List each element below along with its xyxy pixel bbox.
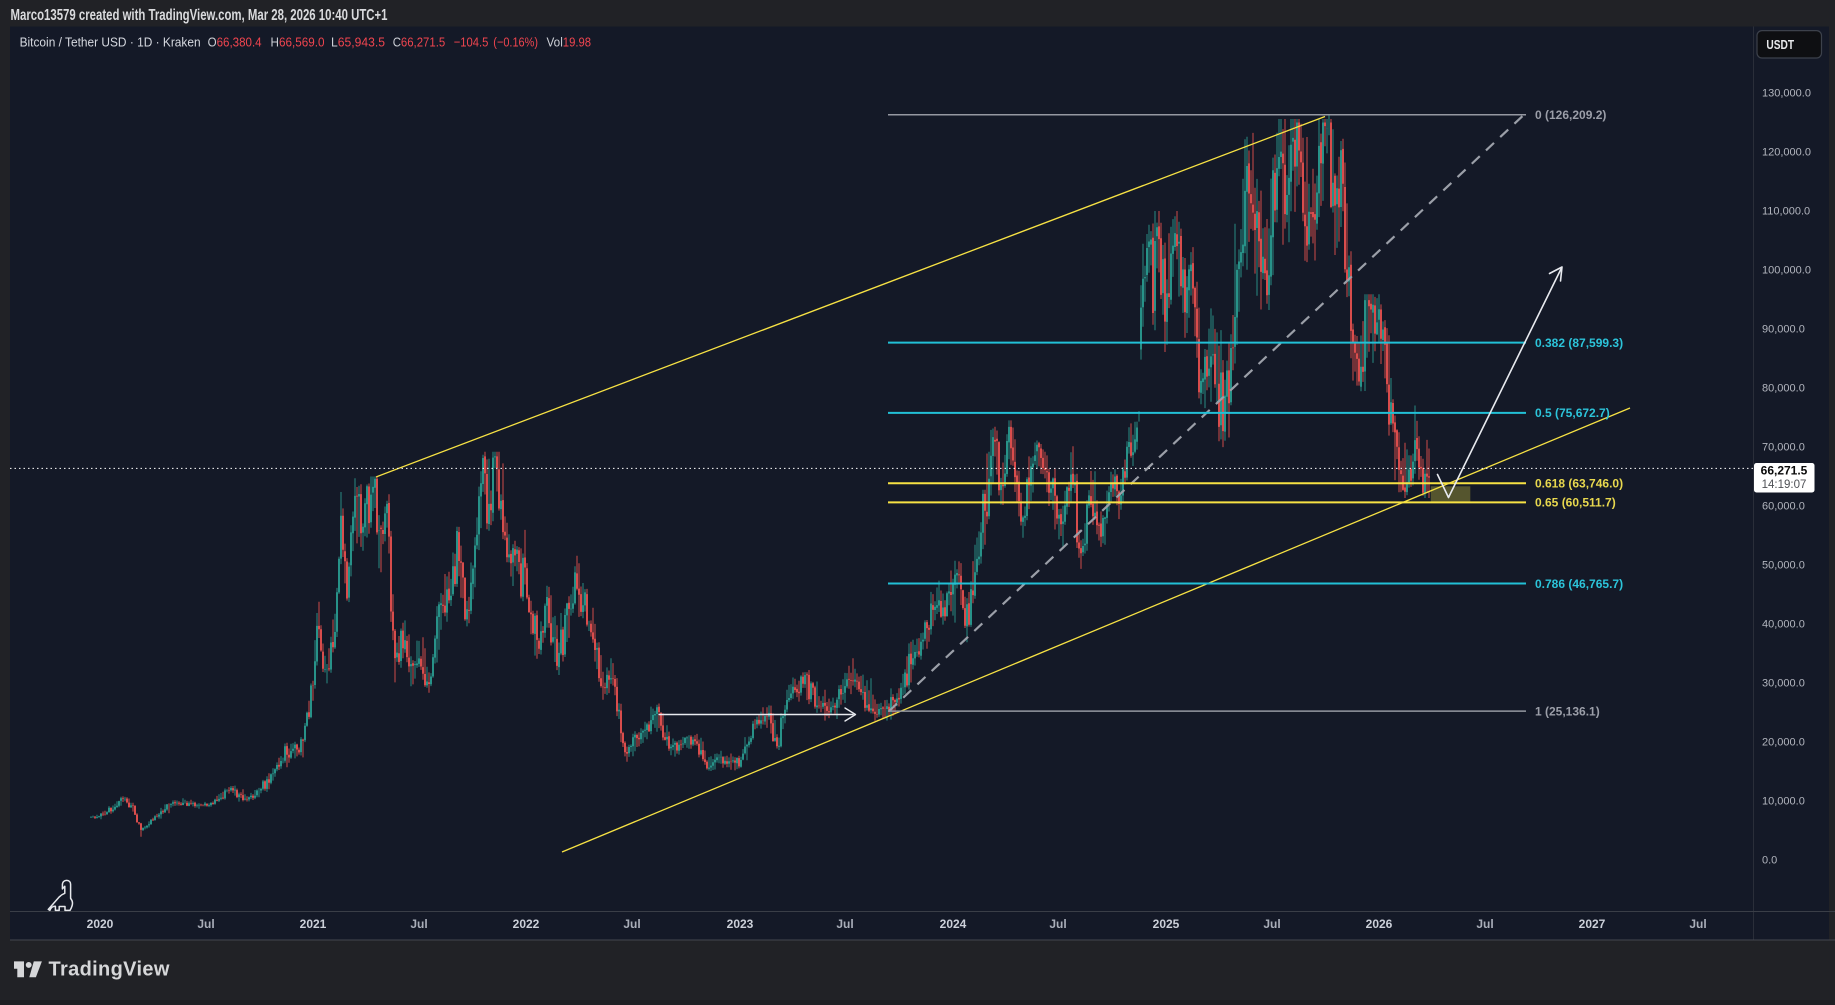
svg-text:2020: 2020 bbox=[87, 917, 114, 931]
svg-text:TradingView: TradingView bbox=[49, 959, 170, 981]
svg-text:2022: 2022 bbox=[513, 917, 540, 931]
svg-text:66,271.5: 66,271.5 bbox=[1761, 464, 1808, 478]
svg-text:19.98: 19.98 bbox=[563, 34, 591, 49]
svg-text:Jul: Jul bbox=[1049, 917, 1066, 931]
svg-text:14:19:07: 14:19:07 bbox=[1762, 479, 1807, 491]
svg-text:0.65 (60,511.7): 0.65 (60,511.7) bbox=[1535, 496, 1616, 510]
svg-text:Vol: Vol bbox=[547, 34, 563, 49]
svg-text:Jul: Jul bbox=[836, 917, 853, 931]
svg-text:Marco13579 created with Tradin: Marco13579 created with TradingView.com,… bbox=[11, 7, 388, 24]
svg-text:Jul: Jul bbox=[1476, 917, 1493, 931]
svg-text:100,000.0: 100,000.0 bbox=[1762, 264, 1811, 276]
svg-text:40,000.0: 40,000.0 bbox=[1762, 618, 1805, 630]
svg-text:110,000.0: 110,000.0 bbox=[1762, 205, 1810, 217]
svg-text:L65,943.5: L65,943.5 bbox=[331, 34, 385, 49]
svg-text:2027: 2027 bbox=[1579, 917, 1606, 931]
svg-text:70,000.0: 70,000.0 bbox=[1762, 441, 1805, 453]
svg-text:0.786 (46,765.7): 0.786 (46,765.7) bbox=[1535, 577, 1623, 591]
svg-text:90,000.0: 90,000.0 bbox=[1762, 323, 1805, 335]
svg-text:Jul: Jul bbox=[623, 917, 640, 931]
svg-text:60,000.0: 60,000.0 bbox=[1762, 500, 1805, 512]
svg-text:USDT: USDT bbox=[1766, 38, 1794, 52]
svg-text:Jul: Jul bbox=[197, 917, 214, 931]
svg-text:H66,569.0: H66,569.0 bbox=[271, 34, 325, 49]
svg-text:80,000.0: 80,000.0 bbox=[1762, 382, 1805, 394]
svg-text:O66,380.4: O66,380.4 bbox=[208, 34, 262, 49]
svg-text:Jul: Jul bbox=[1263, 917, 1280, 931]
svg-text:2023: 2023 bbox=[727, 917, 754, 931]
svg-text:120,000.0: 120,000.0 bbox=[1762, 146, 1811, 158]
svg-text:30,000.0: 30,000.0 bbox=[1762, 677, 1805, 689]
svg-text:Jul: Jul bbox=[410, 917, 427, 931]
svg-text:50,000.0: 50,000.0 bbox=[1762, 559, 1805, 571]
svg-text:130,000.0: 130,000.0 bbox=[1762, 87, 1811, 99]
svg-text:C66,271.5: C66,271.5 bbox=[393, 34, 446, 49]
svg-text:20,000.0: 20,000.0 bbox=[1762, 736, 1805, 748]
svg-text:Jul: Jul bbox=[1689, 917, 1706, 931]
svg-text:2026: 2026 bbox=[1366, 917, 1393, 931]
svg-text:−104.5: −104.5 bbox=[454, 34, 489, 49]
svg-text:2024: 2024 bbox=[940, 917, 967, 931]
svg-text:(−0.16%): (−0.16%) bbox=[493, 34, 538, 49]
svg-text:0.618 (63,746.0): 0.618 (63,746.0) bbox=[1535, 477, 1623, 491]
svg-text:0.0: 0.0 bbox=[1762, 854, 1777, 866]
svg-text:10,000.0: 10,000.0 bbox=[1762, 795, 1805, 807]
svg-text:1 (25,136.1): 1 (25,136.1) bbox=[1535, 704, 1600, 718]
svg-text:2025: 2025 bbox=[1153, 917, 1180, 931]
svg-text:0.5 (75,672.7): 0.5 (75,672.7) bbox=[1535, 406, 1610, 420]
svg-text:0 (126,209.2): 0 (126,209.2) bbox=[1535, 108, 1606, 122]
svg-text:0.382 (87,599.3): 0.382 (87,599.3) bbox=[1535, 336, 1623, 350]
svg-text:Bitcoin / Tether USD · 1D · Kr: Bitcoin / Tether USD · 1D · Kraken bbox=[20, 34, 201, 49]
svg-text:2021: 2021 bbox=[300, 917, 327, 931]
